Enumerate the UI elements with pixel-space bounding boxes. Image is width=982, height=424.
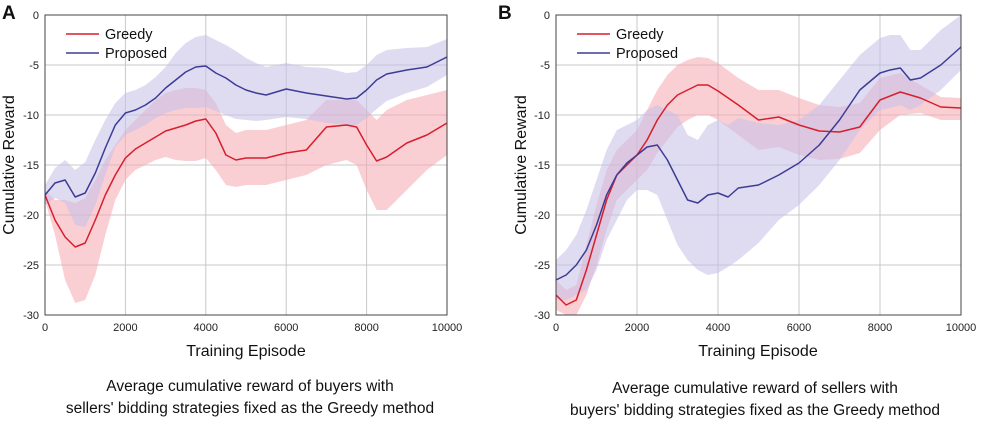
x-tick-label: 4000 bbox=[194, 322, 218, 334]
panel-b-y-ticks: 0 -5 -10 -15 -20 -25 -30 bbox=[534, 10, 550, 322]
panel-a-caption-line-2: sellers' bidding strategies fixed as the… bbox=[65, 400, 435, 417]
panel-a-label: A bbox=[2, 3, 16, 24]
panel-b-x-ticks: 0 2000 4000 6000 8000 10000 bbox=[553, 322, 976, 334]
panel-b-caption-line-2: buyers' bidding strategies fixed as the … bbox=[569, 402, 940, 419]
x-tick-label: 6000 bbox=[787, 322, 811, 334]
y-tick-label: -5 bbox=[29, 60, 39, 72]
series-line-proposed bbox=[555, 46, 962, 281]
legend-label-greedy: Greedy bbox=[105, 27, 153, 43]
panel-b-plot-frame bbox=[555, 14, 962, 316]
panel-b: B 0 2000 4000 6000 8000 10000 0 -5 -10 -… bbox=[498, 3, 976, 360]
panel-b-lines bbox=[555, 46, 962, 306]
x-tick-label: 8000 bbox=[868, 322, 892, 334]
x-tick-label: 0 bbox=[42, 322, 48, 334]
y-tick-label: 0 bbox=[544, 10, 550, 22]
panel-a: A 0 2000 4000 6000 8000 10000 0 -5 -10 -… bbox=[1, 3, 462, 360]
x-tick-label: 10000 bbox=[432, 322, 463, 334]
x-tick-label: 10000 bbox=[946, 322, 977, 334]
panel-a-y-ticks: 0 -5 -10 -15 -20 -25 -30 bbox=[23, 10, 39, 322]
y-tick-label: 0 bbox=[33, 10, 39, 22]
panel-a-plot-frame bbox=[44, 14, 448, 316]
panel-a-caption: Average cumulative reward of buyers with… bbox=[40, 376, 460, 420]
y-tick-label: -15 bbox=[534, 160, 550, 172]
x-tick-label: 8000 bbox=[354, 322, 378, 334]
series-line-greedy bbox=[44, 118, 448, 248]
x-tick-label: 2000 bbox=[113, 322, 137, 334]
panel-b-caption: Average cumulative reward of sellers wit… bbox=[530, 378, 980, 422]
y-tick-label: -25 bbox=[23, 260, 39, 272]
confidence-band-greedy bbox=[45, 88, 447, 303]
panel-a-caption-line-1: Average cumulative reward of buyers with bbox=[106, 378, 394, 395]
panel-a-bands bbox=[45, 35, 447, 303]
y-tick-label: -5 bbox=[540, 60, 550, 72]
legend-label-proposed: Proposed bbox=[105, 46, 167, 62]
legend-label-proposed: Proposed bbox=[616, 46, 678, 62]
panel-a-x-axis-title: Training Episode bbox=[186, 343, 306, 360]
y-tick-label: -25 bbox=[534, 260, 550, 272]
panel-b-legend: Greedy Proposed bbox=[577, 27, 678, 62]
panel-b-y-axis-title: Cumulative Reward bbox=[513, 95, 530, 235]
y-tick-label: -20 bbox=[23, 210, 39, 222]
panel-b-caption-line-1: Average cumulative reward of sellers wit… bbox=[612, 380, 898, 397]
x-tick-label: 6000 bbox=[274, 322, 298, 334]
confidence-band-proposed bbox=[556, 15, 961, 300]
series-line-proposed bbox=[44, 56, 448, 198]
x-tick-label: 0 bbox=[553, 322, 559, 334]
x-tick-label: 4000 bbox=[706, 322, 730, 334]
confidence-band-proposed bbox=[45, 35, 447, 227]
y-tick-label: -10 bbox=[534, 110, 550, 122]
y-tick-label: -30 bbox=[23, 310, 39, 322]
panel-a-legend: Greedy Proposed bbox=[66, 27, 167, 62]
y-tick-label: -20 bbox=[534, 210, 550, 222]
panel-a-lines bbox=[44, 56, 448, 248]
panel-a-x-ticks: 0 2000 4000 6000 8000 10000 bbox=[42, 322, 462, 334]
y-tick-label: -15 bbox=[23, 160, 39, 172]
panel-a-y-axis-title: Cumulative Reward bbox=[1, 95, 18, 235]
y-tick-label: -30 bbox=[534, 310, 550, 322]
series-line-greedy bbox=[555, 84, 962, 306]
legend-label-greedy: Greedy bbox=[616, 27, 664, 43]
panel-b-x-axis-title: Training Episode bbox=[698, 343, 818, 360]
x-tick-label: 2000 bbox=[625, 322, 649, 334]
panel-b-label: B bbox=[498, 3, 512, 24]
y-tick-label: -10 bbox=[23, 110, 39, 122]
